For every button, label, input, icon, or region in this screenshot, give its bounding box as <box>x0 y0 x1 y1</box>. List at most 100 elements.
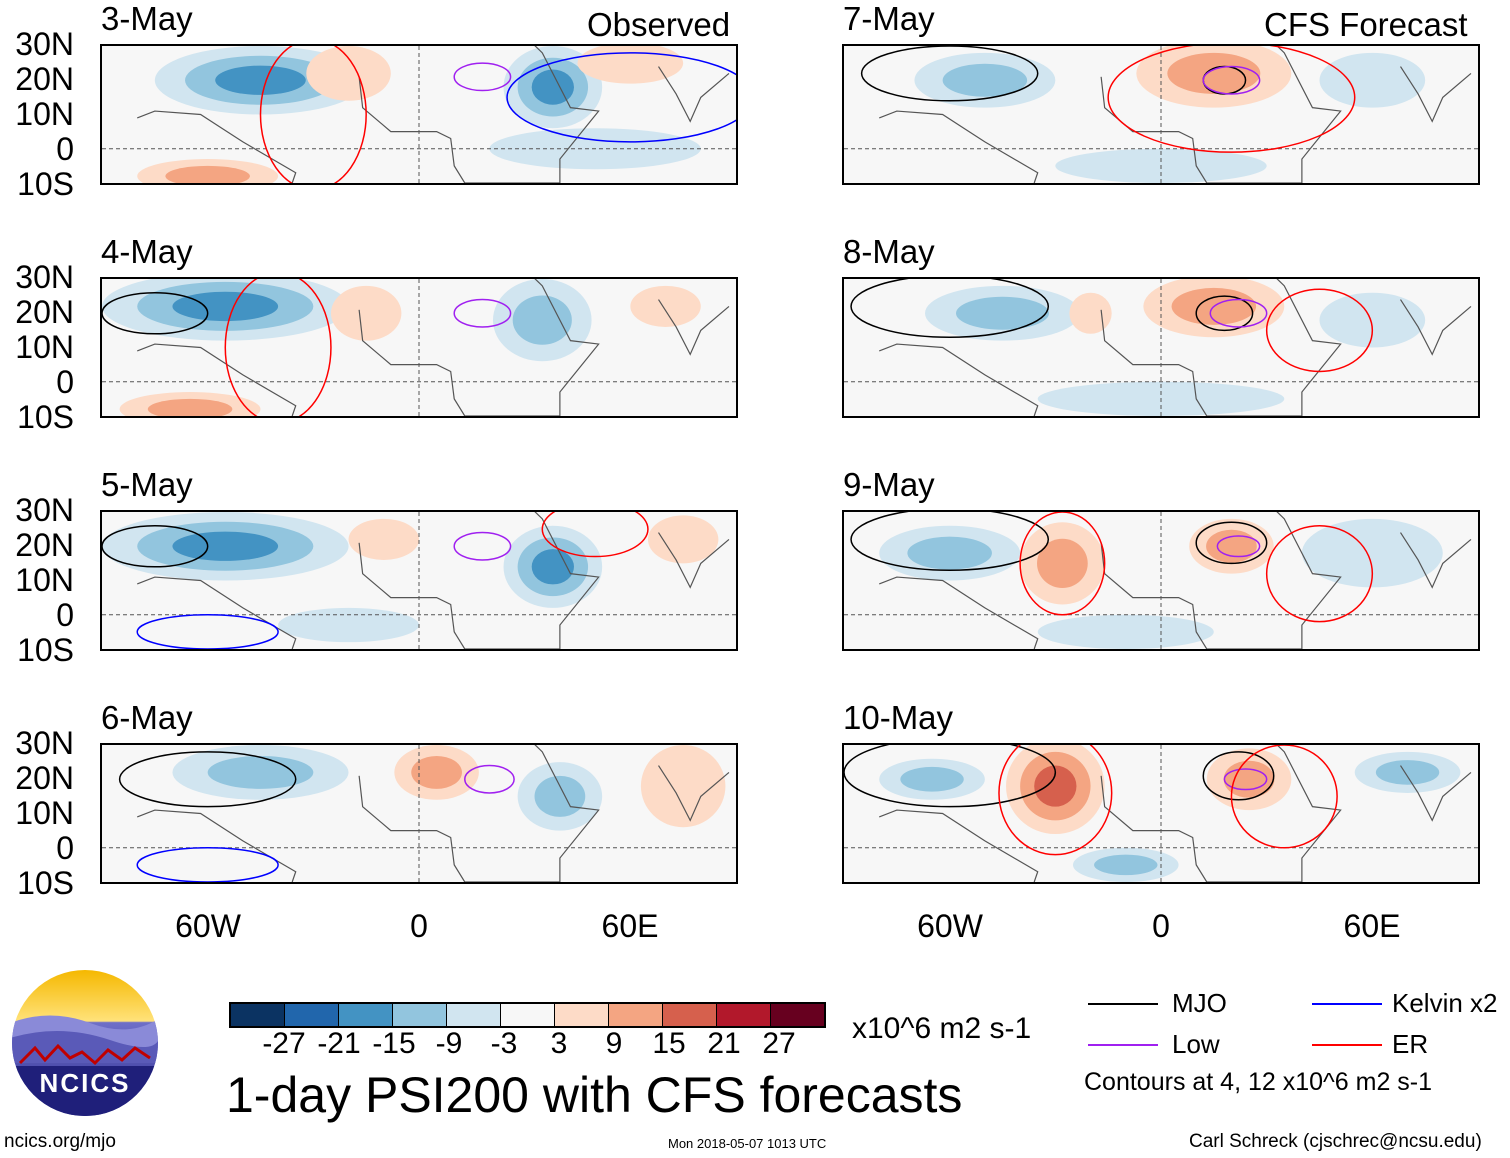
psi-shading <box>1069 292 1112 334</box>
psi-shading <box>1319 52 1426 108</box>
low-contour <box>453 531 512 561</box>
colorbar-tick-label: 15 <box>652 1027 686 1060</box>
psi-shading <box>534 775 586 817</box>
map-panel-4-May <box>100 277 738 418</box>
coastline <box>658 765 730 822</box>
legend-low: Low <box>1088 1029 1220 1060</box>
coastline <box>1400 765 1472 822</box>
lat-label: 30N <box>15 26 74 62</box>
lon-label: 60E <box>1343 908 1401 944</box>
lat-label: 10S <box>17 865 74 901</box>
psi-shading <box>207 755 314 789</box>
colorbar-tick-label: -3 <box>490 1027 518 1060</box>
colorbar-swatch <box>771 1004 824 1026</box>
lat-label: 20N <box>15 61 74 97</box>
er-contour <box>541 512 649 558</box>
coastline <box>658 66 730 123</box>
psi-shading <box>900 766 964 792</box>
kelvin-contour <box>136 614 279 649</box>
legend-kelvin-label: Kelvin x2 <box>1392 988 1498 1018</box>
psi-shading <box>942 63 1028 97</box>
colorbar-tick-label: -21 <box>317 1027 361 1060</box>
psi-shading <box>172 291 279 322</box>
panel-date: 4-May <box>101 233 193 270</box>
panel-date: 3-May <box>101 0 193 37</box>
lat-label: 30N <box>15 492 74 528</box>
lat-label: 0 <box>56 597 74 633</box>
er-contour <box>1019 512 1106 616</box>
footer-author: Carl Schreck (cjschrec@ncsu.edu) <box>1189 1131 1482 1152</box>
colorbar-swatch <box>393 1004 447 1026</box>
lat-label: 0 <box>56 364 74 400</box>
low-contour <box>453 62 512 92</box>
psi-shading <box>348 518 419 560</box>
panel-date: 10-May <box>843 699 954 736</box>
footer-url[interactable]: ncics.org/mjo <box>4 1131 116 1152</box>
psi-shading <box>147 398 233 416</box>
lon-label: 0 <box>1152 908 1170 944</box>
lon-label: 60W <box>175 908 241 944</box>
psi-shading <box>172 531 279 561</box>
psi-shading <box>630 285 701 327</box>
legend-mjo: MJO <box>1088 988 1227 1019</box>
coastline <box>1400 66 1472 123</box>
low-contour <box>453 298 512 328</box>
lat-label: 30N <box>15 725 74 761</box>
coastline <box>1100 46 1342 183</box>
colorbar-swatch <box>555 1004 609 1026</box>
er-contour <box>259 46 367 183</box>
psi-shading <box>956 296 1049 330</box>
mjo-contour <box>844 745 1057 808</box>
legend-er: ER <box>1312 1029 1428 1060</box>
kelvin-line-swatch <box>1312 1002 1382 1005</box>
lon-label: 60W <box>917 908 983 944</box>
low-contour <box>1209 298 1268 328</box>
psi-shading <box>306 46 391 101</box>
psi-shading <box>640 745 726 828</box>
map-panel-8-May <box>842 277 1480 418</box>
psi-shading <box>330 285 402 341</box>
psi-shading <box>1034 765 1077 807</box>
coastline <box>137 110 297 183</box>
kelvin-contour <box>136 847 279 882</box>
coastline <box>1400 532 1472 589</box>
lat-label: 10N <box>15 96 74 132</box>
mjo-contour <box>850 279 1050 338</box>
colorbar-tick-label: 3 <box>550 1027 568 1060</box>
psi-shading <box>577 46 684 84</box>
lat-label: 10N <box>15 329 74 365</box>
colorbar-units: x10^6 m2 s-1 <box>852 1012 1032 1045</box>
psi-shading <box>907 536 992 570</box>
lat-label: 20N <box>15 760 74 796</box>
map-panel-10-May <box>842 743 1480 884</box>
observed-title: Observed <box>587 6 731 43</box>
coastline <box>358 279 600 416</box>
ncics-logo: NCICS <box>10 968 160 1118</box>
lat-label: 0 <box>56 131 74 167</box>
colorbar-tick-label: 21 <box>707 1027 741 1060</box>
colorbar-swatch <box>231 1004 285 1026</box>
colorbar-tick-label: -27 <box>262 1027 306 1060</box>
psi-shading <box>1037 538 1088 589</box>
map-panel-6-May <box>100 743 738 884</box>
legend-mjo-label: MJO <box>1172 988 1227 1018</box>
map-panel-3-May <box>100 44 738 185</box>
mjo-line-swatch <box>1088 1002 1158 1005</box>
psi-shading <box>1037 614 1214 649</box>
panel-date: 9-May <box>843 466 935 503</box>
coastline <box>358 512 600 649</box>
er-contour <box>1265 288 1374 373</box>
low-contour <box>1216 535 1261 558</box>
lat-label: 0 <box>56 830 74 866</box>
lat-label: 20N <box>15 294 74 330</box>
kelvin-contour <box>506 52 736 143</box>
psi-shading <box>1319 292 1426 348</box>
lat-label: 10N <box>15 562 74 598</box>
mjo-contour <box>860 46 1039 102</box>
lat-label: 10S <box>17 399 74 435</box>
coastline <box>358 46 600 183</box>
psi-shading <box>278 607 419 643</box>
contour-note: Contours at 4, 12 x10^6 m2 s-1 <box>1084 1068 1433 1096</box>
colorbar-swatch <box>609 1004 663 1026</box>
map-panel-7-May <box>842 44 1480 185</box>
